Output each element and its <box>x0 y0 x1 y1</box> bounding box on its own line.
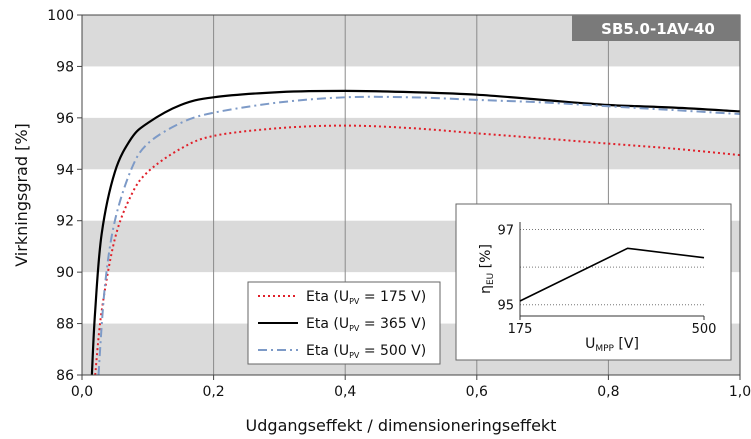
y-tick-label: 92 <box>56 214 74 230</box>
model-badge-label: SB5.0-1AV-40 <box>601 20 715 38</box>
legend-label: Eta (UPV = 365 V) <box>306 316 426 333</box>
y-tick-label: 90 <box>56 265 74 281</box>
inset-chart: 95 97 175 500 UMPP [V] ηEU [%] <box>455 203 732 361</box>
legend-label: Eta (UPV = 175 V) <box>306 289 426 306</box>
y-axis-label: Virkningsgrad [%] <box>12 123 31 267</box>
grid-band <box>82 117 740 170</box>
series-line-2 <box>90 89 740 375</box>
x-tick-label: 0,0 <box>71 384 93 400</box>
inset-series-line <box>519 247 705 302</box>
x-tick-label: 0,4 <box>334 384 356 400</box>
inset-y-axis-label: ηEU [%] <box>478 244 496 294</box>
legend: Eta (UPV = 175 V) Eta (UPV = 365 V) Eta (U… <box>247 281 441 365</box>
inset-x-axis-label: UMPP [V] <box>585 336 639 354</box>
series-line-3 <box>97 95 740 375</box>
y-tick-labels: 86 88 90 92 94 96 98 100 <box>47 8 82 384</box>
x-tick-labels: 0,0 0,2 0,4 0,6 0,8 1,0 <box>71 375 751 400</box>
plot-frame <box>81 14 741 376</box>
series-layer <box>90 89 740 375</box>
y-tick-label: 94 <box>56 162 74 178</box>
y-tick-label: 100 <box>47 8 74 24</box>
inset-y-tick-label: 97 <box>497 224 514 239</box>
inset-x-tick-label: 175 <box>508 322 533 337</box>
y-tick-label: 98 <box>56 59 74 75</box>
y-tick-label: 96 <box>56 111 74 127</box>
x-tick-label: 1,0 <box>729 384 751 400</box>
legend-label: Eta (UPV = 500 V) <box>306 343 426 360</box>
inset-y-tick-label: 95 <box>497 299 514 314</box>
model-badge-background <box>572 15 740 41</box>
x-axis-label: Udgangseffekt / dimensioneringseffekt <box>246 416 557 435</box>
model-badge: SB5.0-1AV-40 <box>572 15 740 41</box>
x-tick-label: 0,8 <box>597 384 619 400</box>
y-tick-label: 86 <box>56 368 74 384</box>
inset-x-tick-label: 500 <box>692 322 717 337</box>
x-tick-label: 0,2 <box>202 384 224 400</box>
series-line-1 <box>94 124 740 375</box>
x-tick-label: 0,6 <box>466 384 488 400</box>
y-tick-label: 88 <box>56 317 74 333</box>
